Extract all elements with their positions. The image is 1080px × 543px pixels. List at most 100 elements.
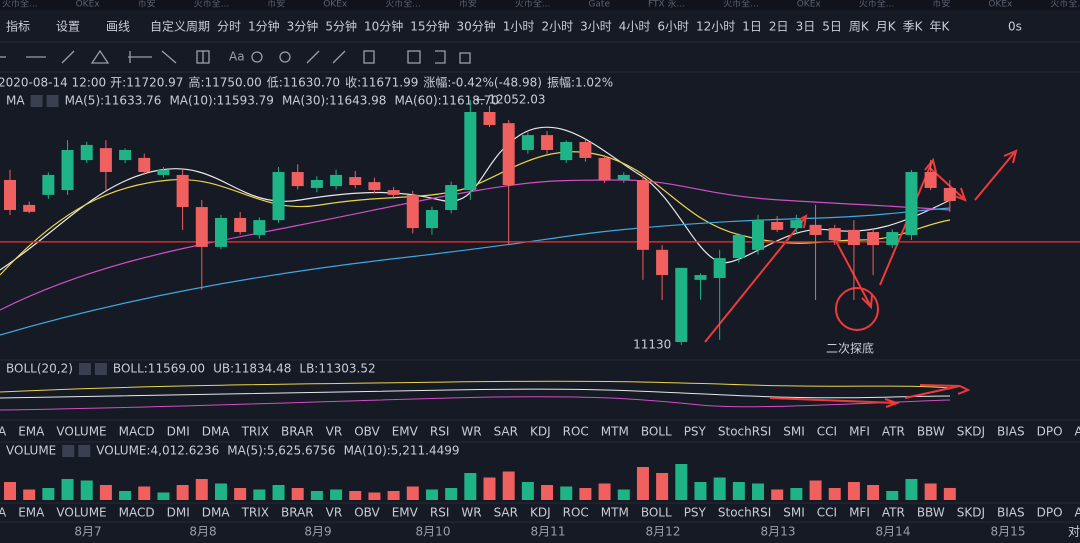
indicator-tab[interactable]: OBV xyxy=(354,506,380,520)
indicator-tab[interactable]: MFI xyxy=(849,506,870,520)
text-tool[interactable]: Aa xyxy=(229,50,245,64)
period-button[interactable]: 30分钟 xyxy=(457,19,496,34)
site-tab[interactable]: Gate xyxy=(588,0,610,10)
period-button[interactable]: 3日 xyxy=(796,20,816,34)
indicator-tab[interactable]: DMI xyxy=(167,425,190,439)
period-button[interactable]: 2小时 xyxy=(541,20,573,34)
indicator-tab[interactable]: PSY xyxy=(684,425,707,439)
indicator-tab[interactable]: VR xyxy=(326,425,343,439)
indicator-tab[interactable]: KDJ xyxy=(530,506,551,520)
indicator-tab[interactable]: CCI xyxy=(817,506,837,520)
indicator-tab[interactable]: AO xyxy=(1075,425,1080,439)
legend-icon[interactable] xyxy=(78,363,91,375)
indicator-tab[interactable]: BIAS xyxy=(997,506,1025,520)
indicator-tab[interactable]: ROC xyxy=(563,425,589,439)
period-button[interactable]: 3分钟 xyxy=(287,19,319,34)
indicator-tab[interactable]: PSY xyxy=(684,506,707,520)
site-tab[interactable]: 火币全... xyxy=(2,0,38,10)
period-button[interactable]: 年K xyxy=(929,20,950,34)
period-button[interactable]: 周K xyxy=(849,20,870,34)
site-tab[interactable]: OKEx xyxy=(323,0,348,10)
period-button[interactable]: 15分钟 xyxy=(410,19,449,34)
indicator-tab[interactable]: MTM xyxy=(601,425,629,439)
site-tab[interactable]: 火币全... xyxy=(515,0,551,10)
indicator-tab[interactable]: RSI xyxy=(430,425,450,439)
indicator-tab[interactable]: SAR xyxy=(494,425,518,439)
indicator-tab[interactable]: MACD xyxy=(119,506,155,520)
indicator-tab[interactable]: EMV xyxy=(392,425,419,439)
indicator-tab[interactable]: StochRSI xyxy=(718,506,771,520)
legend-icon[interactable] xyxy=(94,363,107,375)
indicator-tab[interactable]: AO xyxy=(1075,506,1080,520)
site-tab[interactable]: OKEx xyxy=(797,0,822,10)
legend-icon[interactable] xyxy=(46,95,59,107)
indicator-tab[interactable]: KDJ xyxy=(530,425,551,439)
indicator-tab[interactable]: A xyxy=(0,425,7,439)
site-tab[interactable]: 币安 xyxy=(138,0,156,10)
toolbar-button[interactable]: 画线 xyxy=(106,20,130,34)
site-tab[interactable]: 火币全... xyxy=(1050,0,1080,10)
legend-icon[interactable] xyxy=(62,445,75,457)
period-button[interactable]: 5分钟 xyxy=(325,19,357,34)
site-tab[interactable]: FTX 永... xyxy=(648,0,685,10)
indicator-tab[interactable]: MFI xyxy=(849,425,870,439)
legend-icon[interactable] xyxy=(30,95,43,107)
toolbar-button[interactable]: 指标 xyxy=(6,19,30,34)
period-button[interactable]: 1小时 xyxy=(503,20,535,34)
indicator-tab[interactable]: VOLUME xyxy=(56,425,106,439)
indicator-tab[interactable]: BRAR xyxy=(281,506,314,520)
indicator-tab[interactable]: MACD xyxy=(119,425,155,439)
indicator-tab[interactable]: OBV xyxy=(354,425,380,439)
indicator-tab[interactable]: SKDJ xyxy=(957,425,985,439)
period-button[interactable]: 分时 xyxy=(217,20,241,34)
period-button[interactable]: 季K xyxy=(903,20,924,34)
toolbar-button[interactable]: 设置 xyxy=(56,20,80,34)
site-tab[interactable]: OKEx xyxy=(988,0,1013,10)
indicator-tab[interactable]: SMI xyxy=(783,506,805,520)
period-button[interactable]: 2日 xyxy=(769,20,789,34)
site-tab[interactable]: OKEx xyxy=(76,0,101,10)
indicator-tab[interactable]: WR xyxy=(461,425,481,439)
indicator-tab[interactable]: WR xyxy=(461,506,481,520)
drawing-tools[interactable] xyxy=(0,49,471,64)
indicator-tab[interactable]: DPO xyxy=(1037,506,1063,520)
indicator-tab[interactable]: ATR xyxy=(882,506,905,520)
indicator-tab[interactable]: BIAS xyxy=(997,425,1025,439)
period-button[interactable]: 月K xyxy=(876,20,897,34)
site-tab[interactable]: 火币全... xyxy=(385,0,421,10)
indicator-tab[interactable]: VR xyxy=(326,506,343,520)
site-tab[interactable]: 币安 xyxy=(459,0,477,10)
indicator-tab[interactable]: SAR xyxy=(494,506,518,520)
legend-icon[interactable] xyxy=(78,445,91,457)
indicator-tab[interactable]: SKDJ xyxy=(957,506,985,520)
period-button[interactable]: 自定义周期 xyxy=(150,19,210,34)
period-button[interactable]: 12小时 xyxy=(696,20,735,34)
indicator-tab[interactable]: BBW xyxy=(917,425,945,439)
corner-label[interactable]: 对 xyxy=(1068,525,1080,539)
indicator-tab[interactable]: MTM xyxy=(601,506,629,520)
indicator-tab[interactable]: EMA xyxy=(18,506,45,520)
indicator-tab[interactable]: BBW xyxy=(917,506,945,520)
site-tab[interactable]: 火币全... xyxy=(194,0,230,10)
site-tab[interactable]: 火币全... xyxy=(723,0,759,10)
indicator-tab[interactable]: BOLL xyxy=(641,506,672,520)
indicator-tab[interactable]: BRAR xyxy=(281,425,314,439)
indicator-tab[interactable]: BOLL xyxy=(641,425,672,439)
indicator-tab[interactable]: ROC xyxy=(563,506,589,520)
site-tab[interactable]: 币安 xyxy=(267,0,285,10)
indicator-tab[interactable]: DMA xyxy=(202,506,231,520)
period-button[interactable]: 10分钟 xyxy=(364,19,403,34)
period-button[interactable]: 1分钟 xyxy=(248,19,280,34)
site-tab[interactable]: 币安 xyxy=(932,0,950,10)
indicator-tab[interactable]: DMI xyxy=(167,506,190,520)
period-button[interactable]: 3小时 xyxy=(580,20,612,34)
indicator-tab[interactable]: EMA xyxy=(18,425,45,439)
indicator-tab[interactable]: TRIX xyxy=(241,506,269,520)
indicator-tab[interactable]: TRIX xyxy=(241,425,269,439)
indicator-tab[interactable]: StochRSI xyxy=(718,425,771,439)
indicator-tab[interactable]: DPO xyxy=(1037,425,1063,439)
period-button[interactable]: 6小时 xyxy=(657,20,689,34)
period-button[interactable]: 5日 xyxy=(822,20,842,34)
period-button[interactable]: 1日 xyxy=(742,20,762,34)
indicator-tab[interactable]: CCI xyxy=(817,425,837,439)
